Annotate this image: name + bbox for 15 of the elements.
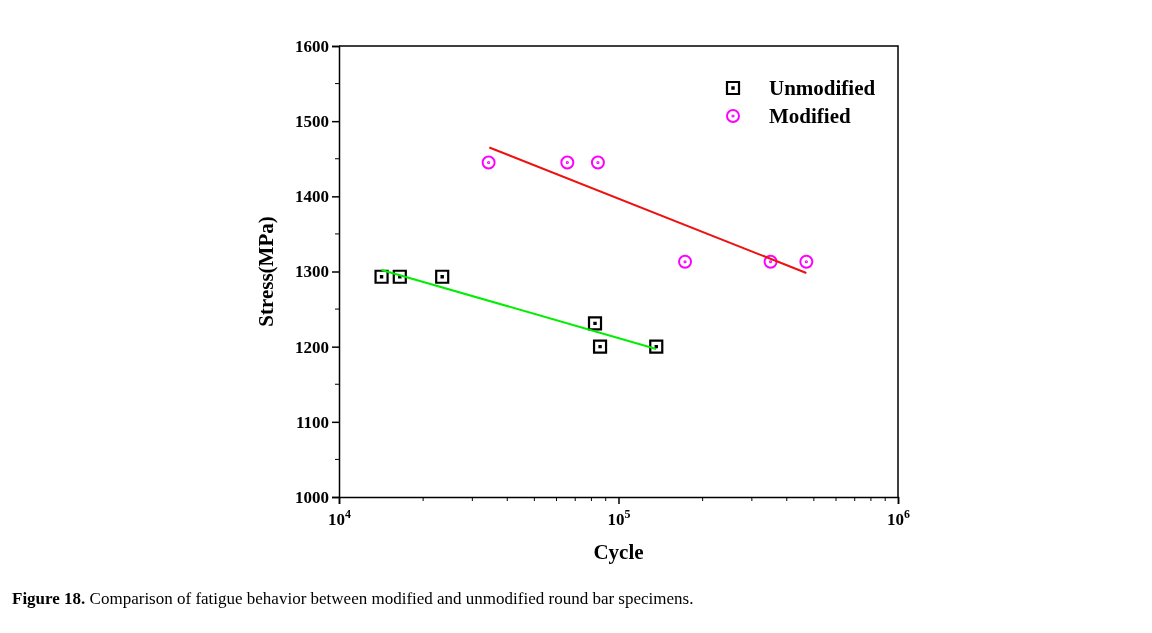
legend-label: Modified bbox=[769, 104, 851, 128]
y-tick-label: 1300 bbox=[295, 262, 329, 282]
y-tick-label: 1500 bbox=[295, 112, 329, 132]
caption: Figure 18. Comparison of fatigue behavior between modified and unmodified round bar specimens. bbox=[12, 589, 694, 608]
y-tick-label: 1600 bbox=[295, 36, 329, 56]
y-tick-label: 1100 bbox=[295, 412, 329, 432]
x-tick-label: 10$^{4}$ bbox=[328, 507, 352, 529]
y-tick-label: 1200 bbox=[295, 337, 329, 357]
legend-label: Unmodified bbox=[769, 76, 876, 100]
x-axis-title: Cycle bbox=[593, 540, 644, 564]
x-tick-label: 10$^{5}$ bbox=[607, 507, 631, 529]
y-axis-title: Stress(MPa) bbox=[254, 216, 278, 327]
y-tick-label: 1400 bbox=[295, 187, 329, 207]
y-tick-label: 1000 bbox=[295, 487, 329, 507]
x-tick-label: 10$^{6}$ bbox=[887, 507, 911, 529]
